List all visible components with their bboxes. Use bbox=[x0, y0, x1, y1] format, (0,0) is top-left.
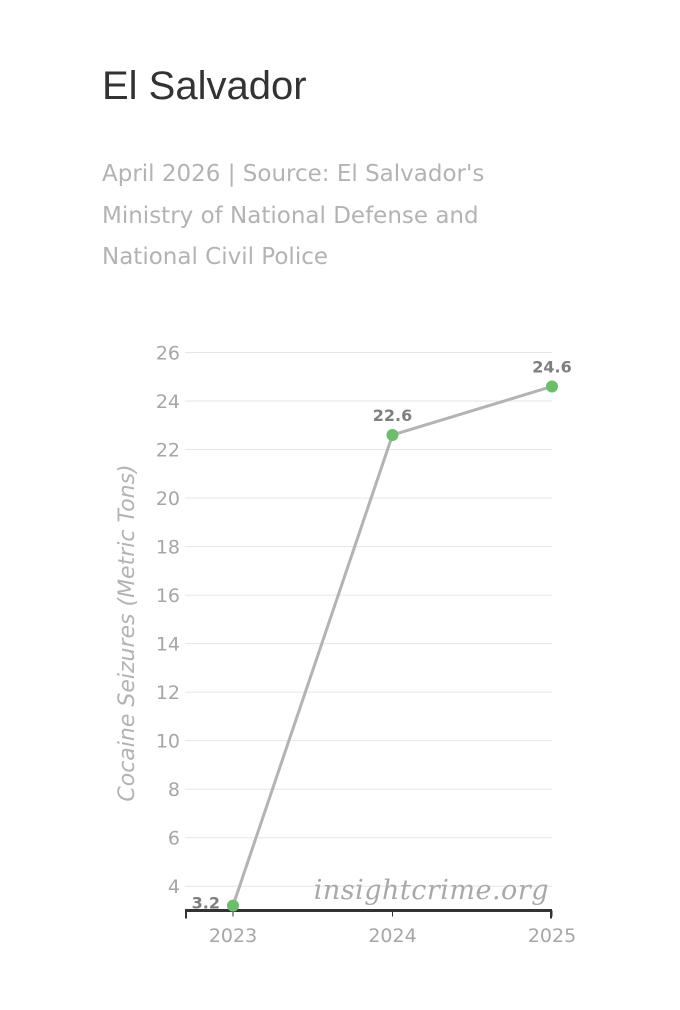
y-tick-label: 10 bbox=[156, 731, 180, 753]
x-tick-label: 2023 bbox=[209, 925, 257, 947]
chart-subtitle: April 2026 | Source: El Salvador's Minis… bbox=[102, 161, 485, 270]
y-tick-label: 20 bbox=[156, 488, 180, 510]
y-tick-label: 18 bbox=[156, 537, 180, 559]
data-label: 22.6 bbox=[373, 406, 412, 425]
data-points bbox=[227, 380, 558, 912]
y-tick-label: 22 bbox=[156, 440, 180, 462]
x-axis bbox=[185, 909, 552, 919]
y-tick-label: 4 bbox=[168, 876, 180, 898]
y-tick-label: 8 bbox=[168, 779, 180, 801]
y-tick-label: 16 bbox=[156, 585, 180, 607]
data-labels: 3.2 22.6 24.6 bbox=[192, 357, 572, 912]
y-tick-label: 6 bbox=[168, 828, 180, 850]
data-point bbox=[386, 428, 399, 441]
y-tick-label: 26 bbox=[156, 343, 180, 365]
chart-title: El Salvador bbox=[102, 64, 307, 108]
y-axis-ticks: 4 6 8 10 12 14 16 18 20 22 24 26 bbox=[156, 343, 180, 899]
data-label: 3.2 bbox=[192, 894, 220, 913]
x-tick-label: 2024 bbox=[368, 925, 416, 947]
data-point bbox=[227, 899, 239, 912]
y-tick-label: 14 bbox=[156, 634, 180, 656]
watermark-text: insightcrime.org bbox=[314, 875, 549, 906]
series-line bbox=[231, 385, 553, 907]
series-line-path bbox=[231, 385, 553, 907]
data-point bbox=[546, 380, 558, 393]
x-tick-label: 2025 bbox=[528, 925, 576, 947]
data-label: 24.6 bbox=[532, 357, 571, 376]
x-axis-ticks: 2023 2024 2025 bbox=[209, 910, 576, 947]
y-axis-title: Cocaine Seizures (Metric Tons) bbox=[115, 464, 140, 801]
y-tick-label: 24 bbox=[156, 391, 180, 413]
gridlines bbox=[185, 352, 552, 887]
y-tick-label: 12 bbox=[156, 682, 180, 704]
